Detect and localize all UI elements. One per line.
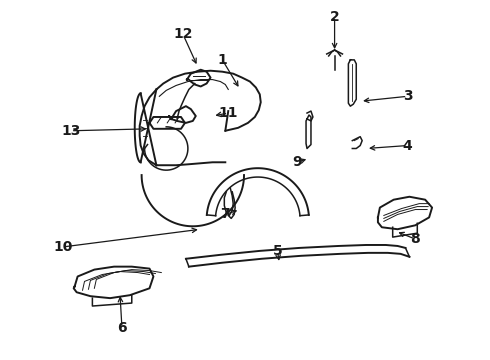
Text: 8: 8 <box>411 232 420 246</box>
Text: 12: 12 <box>173 27 193 41</box>
Text: 3: 3 <box>403 89 412 103</box>
Text: 9: 9 <box>293 155 302 169</box>
Text: 1: 1 <box>218 53 227 67</box>
Text: 4: 4 <box>403 139 412 153</box>
Text: 6: 6 <box>117 321 127 335</box>
Text: 13: 13 <box>61 124 80 138</box>
Text: 10: 10 <box>53 240 73 254</box>
Text: 11: 11 <box>219 106 238 120</box>
Text: 5: 5 <box>272 244 282 258</box>
Text: 2: 2 <box>330 10 340 23</box>
Text: 7: 7 <box>220 207 230 221</box>
